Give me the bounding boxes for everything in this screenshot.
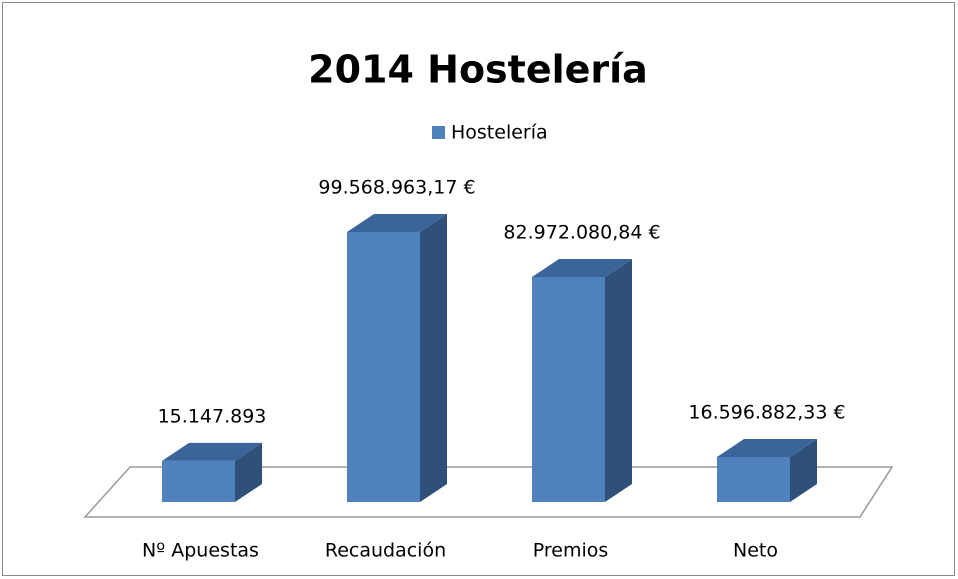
x-tick-label: Recaudación: [325, 540, 446, 562]
x-tick-label: Nº Apuestas: [142, 540, 259, 562]
legend-swatch: [432, 126, 445, 139]
bar: [717, 438, 817, 502]
bar: [347, 214, 447, 502]
x-tick-label: Premios: [533, 540, 609, 562]
bar-front: [717, 456, 790, 502]
bar-front: [162, 460, 235, 502]
bar-top: [532, 259, 632, 278]
x-tick-label: Neto: [733, 540, 778, 562]
floor: [83, 466, 894, 518]
bar-front: [532, 277, 605, 502]
bar: [532, 259, 632, 502]
data-label: 82.972.080,84 €: [503, 222, 660, 244]
bar-side: [605, 259, 632, 502]
bar-front: [347, 232, 420, 502]
bar-top: [162, 442, 262, 461]
data-label: 16.596.882,33 €: [688, 401, 845, 423]
bar-top: [717, 438, 817, 457]
data-label: 15.147.893: [158, 405, 267, 427]
bar-side: [790, 438, 817, 502]
data-label: 99.568.963,17 €: [318, 177, 475, 199]
bar: [162, 442, 262, 502]
bar-top: [347, 214, 447, 232]
chart-title: 2014 Hostelería: [308, 48, 648, 92]
legend-label: Hostelería: [451, 122, 548, 144]
bar-side: [420, 214, 447, 502]
bar-side: [235, 442, 262, 502]
